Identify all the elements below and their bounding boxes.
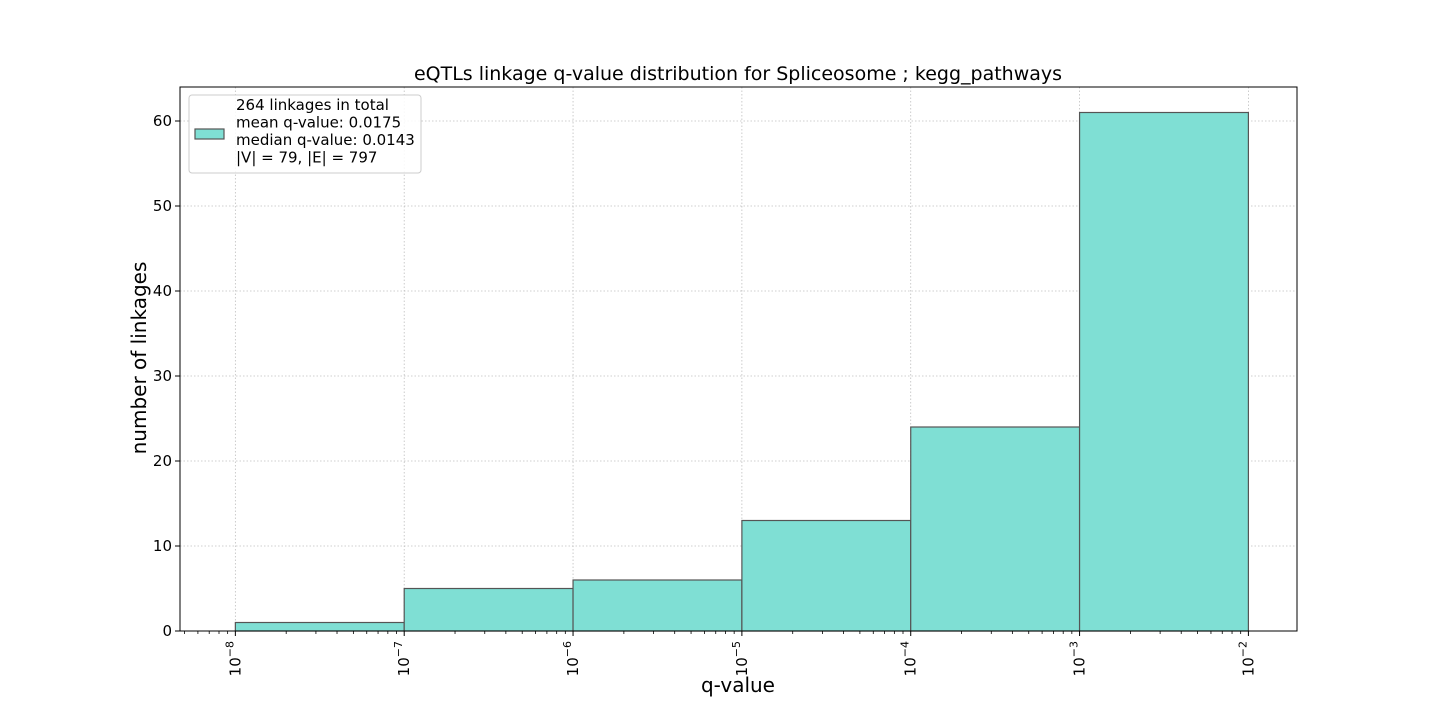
bars	[234, 111, 1250, 632]
x-tick-label: 10−8	[223, 641, 244, 676]
y-axis-ticks: 0 10 20 30 40 50 60	[153, 112, 180, 640]
y-tick-label: 50	[153, 197, 172, 215]
x-axis-label: q-value	[701, 673, 775, 697]
histogram-bar	[910, 426, 1081, 632]
legend-entry-line: mean q-value: 0.0175	[236, 114, 401, 132]
histogram-bar	[234, 621, 405, 632]
y-tick-label: 40	[153, 282, 172, 300]
y-tick-label: 60	[153, 112, 172, 130]
x-tick-label: 10−4	[899, 641, 920, 676]
x-axis-ticks: 10−8 10−7 10−6 10−5 10−4 10−3 10−2	[184, 631, 1257, 676]
legend-entry-line: |V| = 79, |E| = 797	[236, 149, 377, 167]
x-tick-label: 10−2	[1236, 641, 1257, 676]
x-tick-label: 10−6	[561, 641, 582, 676]
x-tick-label: 10−7	[392, 641, 413, 676]
y-axis-label: number of linkages	[127, 262, 151, 455]
x-tick-label: 10−3	[1068, 641, 1089, 676]
chart-title: eQTLs linkage q-value distribution for S…	[414, 63, 1062, 85]
y-tick-label: 20	[153, 452, 172, 470]
plot-frame	[179, 86, 1298, 632]
legend-entry-line: median q-value: 0.0143	[236, 131, 415, 149]
x-tick-label: 10−5	[730, 641, 751, 676]
histogram-bar	[572, 579, 743, 632]
axes	[179, 86, 1298, 632]
y-tick-label: 10	[153, 537, 172, 555]
legend-box	[188, 94, 422, 174]
y-tick-label: 30	[153, 367, 172, 385]
histogram-bar	[741, 519, 912, 632]
legend-swatch	[194, 128, 225, 140]
histogram-bar	[1078, 111, 1250, 632]
y-tick-label: 0	[162, 622, 172, 640]
legend-entry-line: 264 linkages in total	[236, 96, 389, 114]
histogram-bar	[403, 587, 574, 632]
